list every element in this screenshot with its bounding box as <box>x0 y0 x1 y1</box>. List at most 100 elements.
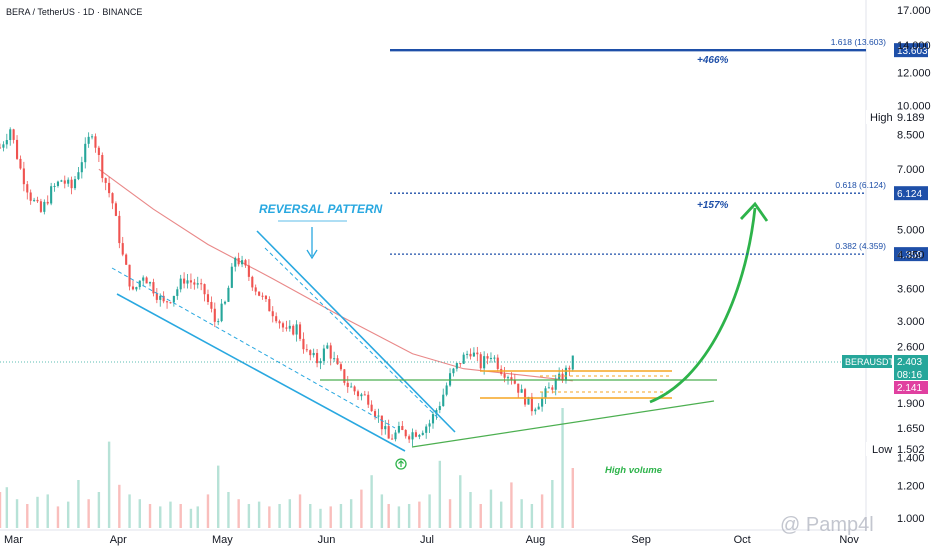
candle-body <box>466 353 469 355</box>
volume-bar <box>206 494 210 528</box>
candle-body <box>472 352 475 357</box>
candle-body <box>333 358 336 360</box>
volume-bar <box>56 506 60 528</box>
volume-bar <box>148 504 152 528</box>
volume-bar <box>26 504 29 528</box>
candle-body <box>193 282 196 285</box>
volume-bar <box>438 460 442 528</box>
candle-body <box>329 345 332 359</box>
time-tick-label: Oct <box>734 534 751 546</box>
candle-body <box>213 308 216 322</box>
price-tick-label: 3.600 <box>897 283 925 295</box>
candle-body <box>169 302 172 304</box>
price-axis[interactable]: 17.000 14.000 12.000 10.000 8.500 7.000 5.000 4… <box>897 5 931 525</box>
candle-body <box>401 425 404 431</box>
fib-level-label: 0.382 (4.359) <box>835 241 886 251</box>
candle-body <box>428 423 431 427</box>
candle-body <box>295 324 298 335</box>
candle-body <box>445 385 448 395</box>
volume-bar <box>418 501 421 528</box>
candle-body <box>561 373 564 381</box>
candle-body <box>22 168 25 185</box>
candle-body <box>131 286 135 290</box>
candle-body <box>339 364 343 370</box>
candle-body <box>67 179 70 184</box>
time-tick-label: Mar <box>4 534 23 546</box>
volume-bar <box>380 494 384 528</box>
volume-bar <box>329 506 332 528</box>
moving-average <box>98 168 573 382</box>
volume-bar <box>360 489 363 528</box>
candle-body <box>135 287 138 290</box>
candle-body <box>367 394 370 405</box>
volume-bar <box>196 506 199 528</box>
candle-body <box>431 414 435 424</box>
candle-body <box>60 180 63 182</box>
candle-body <box>271 311 274 317</box>
candle-body <box>275 316 278 322</box>
candle-body <box>298 324 302 339</box>
candle-body <box>186 280 189 284</box>
candle-body <box>70 179 73 189</box>
candle-body <box>346 382 349 387</box>
candle-body <box>551 387 554 390</box>
volume-bar <box>189 508 193 528</box>
volume-bar <box>169 501 172 528</box>
candle-body <box>397 425 400 433</box>
fib-level-badge-text: 4.359 <box>897 250 922 261</box>
candle-body <box>343 369 346 383</box>
candle-body <box>53 185 56 187</box>
wedge-upper-line <box>256 230 456 433</box>
time-tick-label: Jun <box>318 534 336 546</box>
candle-body <box>241 260 244 265</box>
volume-bar <box>46 494 49 528</box>
candle-body <box>237 257 240 265</box>
candle-body <box>414 432 418 437</box>
volume-bar <box>77 480 80 528</box>
time-axis[interactable]: Mar Apr May Jun Jul Aug Sep Oct Nov <box>4 534 859 546</box>
time-tick-label: Apr <box>110 534 127 546</box>
svg-text:2.141: 2.141 <box>897 383 922 394</box>
fib-level-label: 0.618 (6.124) <box>835 180 886 190</box>
volume-bar <box>118 484 121 528</box>
target-466-label: +466% <box>697 55 729 66</box>
candle-body <box>281 323 285 328</box>
target-arrow-head <box>739 201 769 222</box>
candle-body <box>336 358 339 365</box>
candle-body <box>217 321 220 323</box>
candle-body <box>29 192 32 201</box>
candle-body <box>462 354 465 364</box>
candle-body <box>418 434 421 437</box>
wedge-lower-line <box>116 293 406 452</box>
candle-body <box>544 388 547 398</box>
candle-body <box>373 411 377 417</box>
wedge-mid-dashed-2 <box>264 247 441 421</box>
candle-body <box>46 201 49 204</box>
chart-title: BERA / TetherUS · 1D · BINANCE <box>6 7 142 17</box>
candle-body <box>87 136 90 144</box>
volume-bar <box>530 504 534 528</box>
candle-body <box>312 352 315 356</box>
candle-body <box>36 199 39 202</box>
candle-body <box>353 386 356 392</box>
candle-body <box>118 215 121 244</box>
price-tick-label: 17.000 <box>897 5 931 17</box>
candle-body <box>206 294 210 302</box>
svg-text:High: High <box>870 112 893 124</box>
volume-bar <box>97 492 101 528</box>
volume-bar <box>349 499 353 528</box>
candle-body <box>125 254 128 265</box>
target-arrow <box>649 207 757 404</box>
candle-body <box>172 295 175 303</box>
candle-body <box>360 394 363 397</box>
candle-body <box>90 136 94 138</box>
candle-body <box>425 426 428 433</box>
low-marker: Low 1.502 <box>866 442 925 456</box>
svg-text:1.502: 1.502 <box>897 444 925 456</box>
volume-bar <box>551 480 554 528</box>
reversal-pattern-label: REVERSAL PATTERN <box>259 202 383 216</box>
candle-body <box>104 178 107 183</box>
fib-level-label: 1.618 (13.603) <box>831 37 886 47</box>
candle-body <box>541 397 544 407</box>
